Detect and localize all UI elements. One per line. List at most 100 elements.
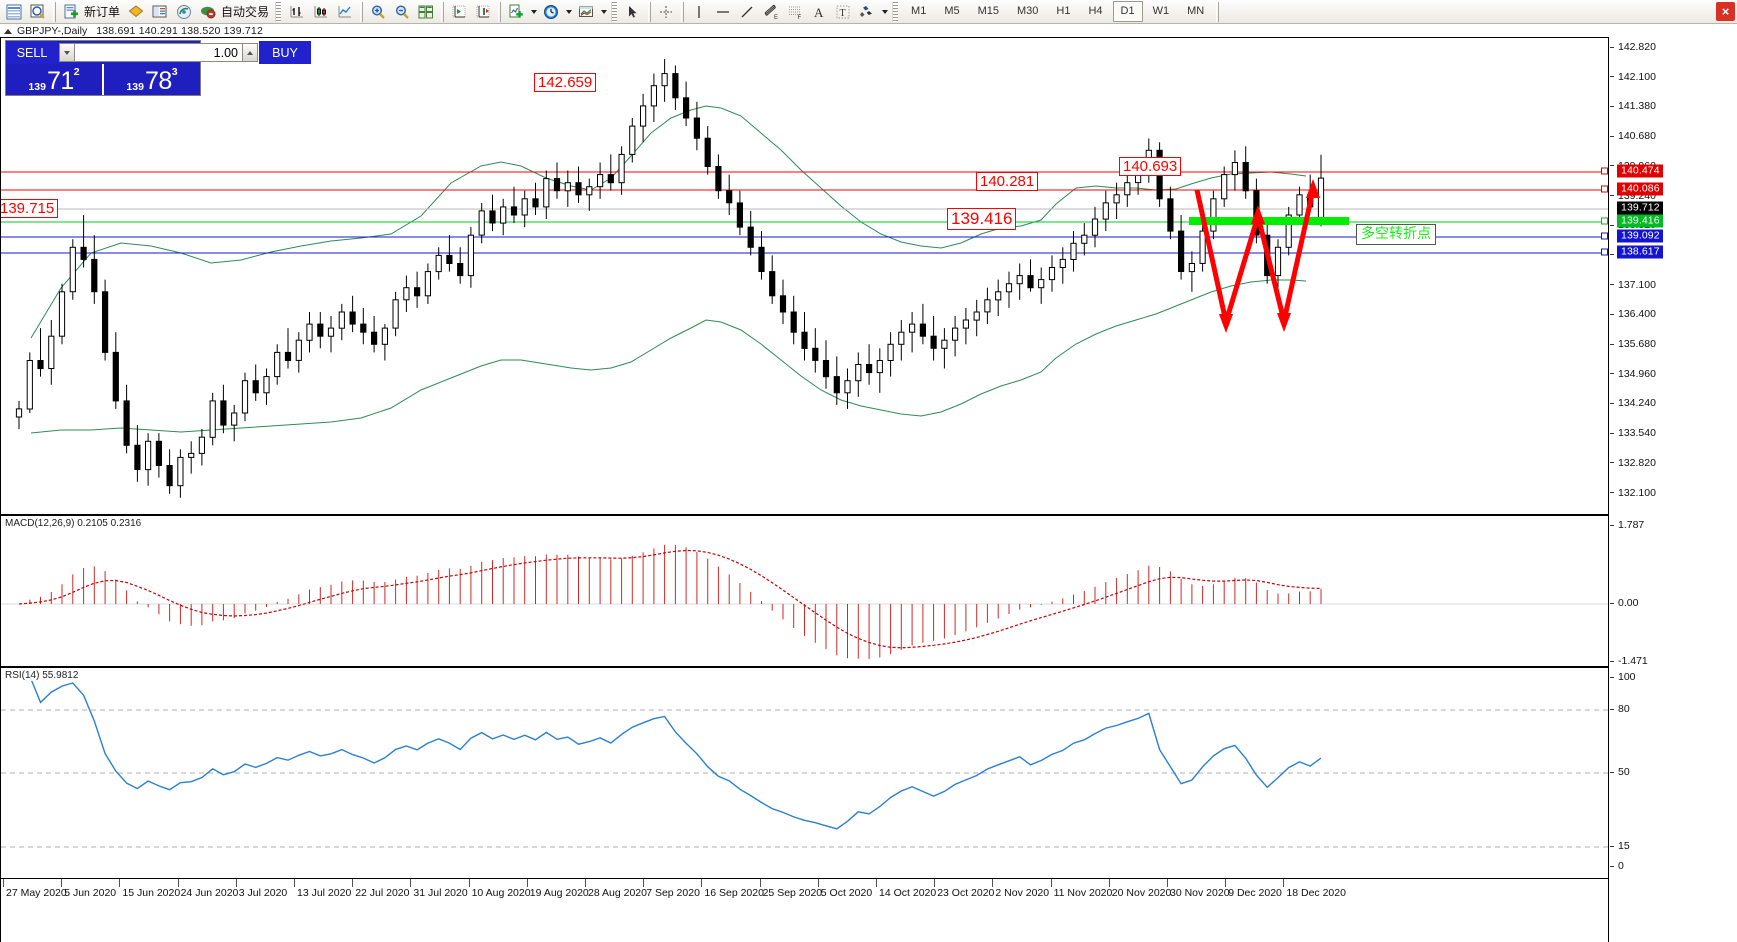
price-chart-pane[interactable]: 142.659 140.281 139.416 140.693 139.715 … (0, 37, 1609, 515)
macd-plot-svg (1, 544, 1608, 659)
rsi-axis-tick: 15 (1609, 841, 1630, 851)
price-chip-138-617[interactable]: 138.617 (1617, 245, 1663, 259)
tf-mn[interactable]: MN (1187, 5, 1205, 17)
tile-windows-icon[interactable] (414, 1, 438, 23)
callout-140-281[interactable]: 140.281 (976, 172, 1039, 191)
rsi-axis-tick: 0 (1609, 861, 1624, 871)
trendline-icon[interactable] (735, 1, 759, 23)
line-chart-icon[interactable] (333, 1, 357, 23)
price-axis-tick: 133.540 (1609, 428, 1656, 438)
price-chip-139-416[interactable]: 139.416 (1617, 214, 1663, 228)
level-handle[interactable] (1601, 217, 1608, 225)
tf-h4[interactable]: H4 (1088, 5, 1103, 17)
time-axis[interactable]: 27 May 2020 5 Jun 2020 15 Jun 2020 24 Jun 2… (0, 879, 1609, 942)
tf-m15[interactable]: M15 (977, 5, 999, 17)
terminal-icon[interactable] (148, 1, 172, 23)
time-axis-label: 23 Oct 2020 (937, 887, 995, 899)
tf-m30[interactable]: M30 (1017, 5, 1039, 17)
auto-scroll-icon[interactable] (471, 1, 495, 23)
macd-axis[interactable]: 1.787 0.00 -1.471 (1609, 515, 1737, 667)
macd-label: MACD(12,26,9) 0.2105 0.2316 (5, 518, 142, 529)
new-order-icon[interactable] (59, 1, 83, 23)
fibonacci-retracement-icon[interactable]: F (783, 1, 807, 23)
level-handle[interactable] (1601, 232, 1608, 240)
tf-h1[interactable]: H1 (1056, 5, 1071, 17)
bar-chart-icon[interactable] (285, 1, 309, 23)
price-chip-140-086[interactable]: 140.086 (1617, 182, 1663, 196)
toolbar-grip[interactable] (611, 1, 618, 22)
buy-button[interactable]: BUY (259, 41, 311, 64)
text-label-icon[interactable]: T (831, 1, 855, 23)
toolbar-grip[interactable] (275, 1, 282, 22)
chart-shift-icon[interactable] (447, 1, 471, 23)
level-handle[interactable] (1601, 248, 1608, 256)
toolbar-grip[interactable] (892, 1, 899, 22)
volume-decrement-button[interactable] (59, 43, 75, 62)
price-plot (1, 38, 1608, 514)
price-axis-tick: 132.820 (1609, 458, 1656, 468)
vertical-line-icon[interactable] (687, 1, 711, 23)
tf-m1[interactable]: M1 (911, 5, 927, 17)
templates-dropdown-icon[interactable] (598, 1, 609, 23)
callout-142-659[interactable]: 142.659 (534, 73, 597, 92)
close-button[interactable]: × (1716, 2, 1735, 21)
buy-price[interactable]: 139 78 3 (102, 64, 200, 95)
price-axis-tick: 135.680 (1609, 339, 1656, 349)
crosshair-icon[interactable] (654, 1, 678, 23)
callout-139-715[interactable]: 139.715 (1, 199, 59, 218)
add-indicator-icon[interactable] (504, 1, 528, 23)
volume-increment-button[interactable] (242, 43, 258, 62)
market-watch-icon[interactable] (2, 1, 26, 23)
volume-input[interactable] (75, 43, 242, 62)
time-axis-separator (934, 879, 936, 887)
price-chip-139-712[interactable]: 139.712 (1617, 201, 1663, 215)
note-turning-point[interactable]: 多空转折点 (1356, 224, 1436, 245)
sell-button[interactable]: SELL (6, 41, 58, 64)
price-plot-svg (1, 59, 1608, 498)
cursor-arrow-icon[interactable] (621, 1, 645, 23)
period-clock-icon[interactable] (539, 1, 563, 23)
macd-pane[interactable]: MACD(12,26,9) 0.2105 0.2316 (0, 515, 1609, 667)
time-axis-separator (468, 879, 470, 887)
rsi-pane[interactable]: RSI(14) 55.9812 (0, 667, 1609, 879)
level-handle[interactable] (1601, 167, 1608, 175)
market-cloud-icon[interactable] (196, 1, 220, 23)
rsi-plot (1, 668, 1608, 878)
time-axis-separator (526, 879, 528, 887)
auto-trading-label[interactable]: 自动交易 (221, 4, 270, 19)
horizontal-line-icon[interactable] (711, 1, 735, 23)
zoom-in-icon[interactable] (366, 1, 390, 23)
price-chip-139-092[interactable]: 139.092 (1617, 229, 1663, 243)
period-dropdown-icon[interactable] (563, 1, 574, 23)
collapse-triangle-icon[interactable] (4, 28, 12, 34)
time-axis-label: 15 Jun 2020 (122, 887, 181, 899)
new-order-label[interactable]: 新订单 (84, 4, 121, 19)
tf-w1[interactable]: W1 (1152, 5, 1170, 17)
price-axis[interactable]: 142.820142.100141.380140.680139.960139.2… (1601, 37, 1737, 527)
equidistant-channel-icon[interactable]: E (759, 1, 783, 23)
callout-140-693[interactable]: 140.693 (1119, 157, 1182, 176)
candlestick-chart-icon[interactable] (309, 1, 333, 23)
price-axis-tick: 134.960 (1609, 368, 1656, 379)
tf-d1[interactable]: D1 (1112, 1, 1143, 22)
data-window-icon[interactable] (26, 1, 50, 23)
signals-icon[interactable] (172, 1, 196, 23)
price-axis-tick: 137.100 (1609, 279, 1656, 290)
price-chip-140-474[interactable]: 140.474 (1617, 164, 1663, 178)
tf-m5[interactable]: M5 (944, 5, 960, 17)
sell-price[interactable]: 139 71 2 (6, 64, 102, 95)
price-axis-tick: 140.680 (1609, 131, 1656, 141)
callout-139-416[interactable]: 139.416 (947, 208, 1017, 230)
objects-dropdown-icon[interactable] (879, 1, 890, 23)
add-indicator-dropdown-icon[interactable] (528, 1, 539, 23)
level-handle[interactable] (1601, 185, 1608, 193)
templates-icon[interactable] (574, 1, 598, 23)
sell-price-prefix: 139 (28, 81, 46, 93)
zoom-out-icon[interactable] (390, 1, 414, 23)
metaeditor-icon[interactable] (124, 1, 148, 23)
rsi-axis[interactable]: 100 80 50 15 0 (1609, 667, 1737, 879)
text-icon[interactable]: A (807, 1, 831, 23)
toolbar-separator (648, 1, 652, 22)
objects-icon[interactable] (855, 1, 879, 23)
